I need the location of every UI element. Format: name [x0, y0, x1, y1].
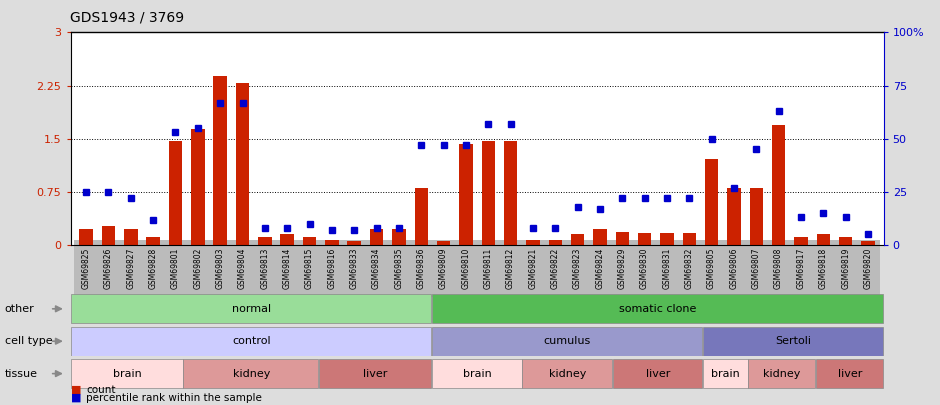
- Bar: [431, 326, 702, 356]
- Bar: [504, 141, 517, 245]
- Bar: [816, 359, 884, 388]
- Bar: [319, 359, 431, 388]
- Text: brain: brain: [712, 369, 740, 379]
- Text: brain: brain: [462, 369, 492, 379]
- Text: other: other: [5, 304, 35, 314]
- Bar: [169, 141, 182, 245]
- Text: liver: liver: [646, 369, 670, 379]
- Bar: [523, 359, 612, 388]
- Text: cumulus: cumulus: [543, 336, 591, 346]
- Text: liver: liver: [363, 369, 387, 379]
- Bar: [236, 83, 249, 245]
- Bar: [526, 240, 540, 245]
- Text: Sertoli: Sertoli: [776, 336, 811, 346]
- Bar: [348, 241, 361, 245]
- Bar: [705, 159, 718, 245]
- Bar: [147, 237, 160, 245]
- Bar: [102, 226, 116, 245]
- Bar: [191, 130, 205, 245]
- Bar: [616, 232, 629, 245]
- Bar: [280, 234, 294, 245]
- Text: kidney: kidney: [232, 369, 270, 379]
- Bar: [392, 229, 405, 245]
- Text: cell type: cell type: [5, 336, 53, 346]
- Bar: [549, 240, 562, 245]
- Bar: [838, 237, 853, 245]
- Text: kidney: kidney: [763, 369, 801, 379]
- Bar: [459, 145, 473, 245]
- Bar: [80, 229, 93, 245]
- Bar: [749, 188, 763, 245]
- Bar: [593, 229, 606, 245]
- Text: control: control: [232, 336, 271, 346]
- Bar: [325, 240, 338, 245]
- Bar: [481, 141, 495, 245]
- Bar: [728, 188, 741, 245]
- Bar: [703, 326, 884, 356]
- Bar: [183, 359, 319, 388]
- Text: count: count: [86, 385, 116, 395]
- Bar: [431, 294, 884, 323]
- Bar: [415, 188, 428, 245]
- Bar: [70, 359, 183, 388]
- Bar: [124, 229, 137, 245]
- Bar: [703, 359, 747, 388]
- Text: normal: normal: [231, 304, 271, 314]
- Text: brain: brain: [113, 369, 141, 379]
- Bar: [70, 294, 431, 323]
- Bar: [613, 359, 702, 388]
- Text: percentile rank within the sample: percentile rank within the sample: [86, 393, 262, 403]
- Bar: [431, 359, 522, 388]
- Bar: [369, 229, 384, 245]
- Bar: [817, 234, 830, 245]
- Text: somatic clone: somatic clone: [619, 304, 697, 314]
- Bar: [70, 326, 431, 356]
- Text: ■: ■: [70, 385, 81, 395]
- Bar: [660, 233, 674, 245]
- Text: liver: liver: [838, 369, 862, 379]
- Bar: [571, 234, 585, 245]
- Text: GDS1943 / 3769: GDS1943 / 3769: [70, 10, 184, 24]
- Bar: [258, 237, 272, 245]
- Bar: [303, 237, 316, 245]
- Bar: [682, 233, 696, 245]
- Bar: [437, 241, 450, 245]
- Bar: [772, 125, 785, 245]
- Bar: [794, 237, 807, 245]
- Bar: [861, 241, 874, 245]
- Text: kidney: kidney: [549, 369, 586, 379]
- Text: tissue: tissue: [5, 369, 38, 379]
- Bar: [748, 359, 815, 388]
- Bar: [213, 77, 227, 245]
- Text: ■: ■: [70, 393, 81, 403]
- Bar: [638, 233, 651, 245]
